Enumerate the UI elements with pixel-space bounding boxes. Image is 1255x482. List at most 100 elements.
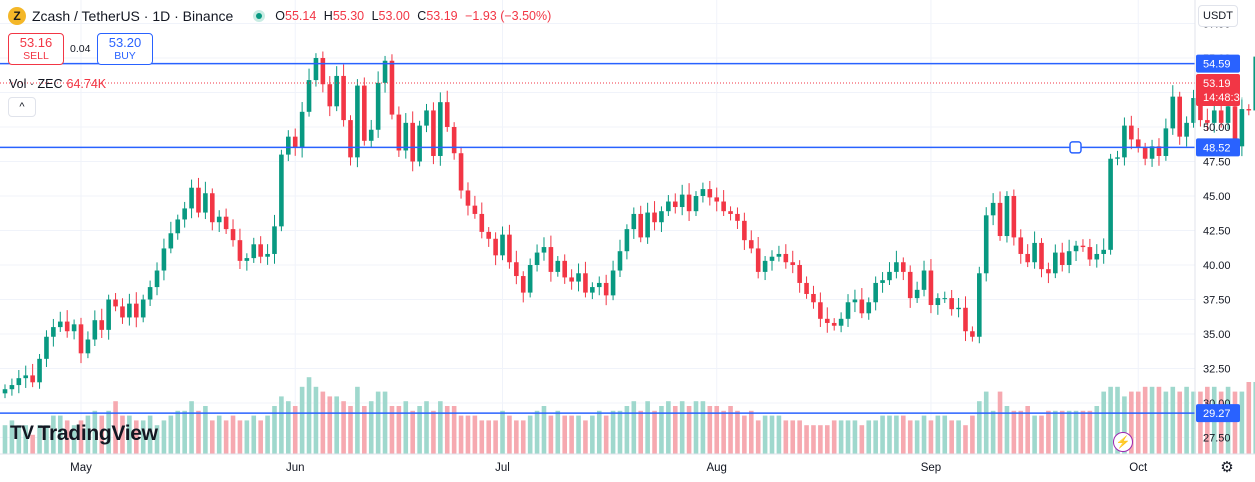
candle-body [1073, 245, 1079, 252]
candle-body [1177, 96, 1182, 137]
volume-bar [210, 420, 215, 454]
time-tick-label: Jul [495, 462, 510, 474]
volume-bar [859, 425, 865, 454]
candle-body [1094, 253, 1100, 260]
volume-bar [963, 425, 968, 454]
candle-body [396, 114, 402, 151]
symbol-legend: Z Zcash / TetherUS · 1D · Binance O55.14… [8, 7, 555, 25]
candle-body [362, 85, 367, 141]
volume-bar [755, 420, 761, 454]
volume-bar [1253, 382, 1255, 454]
candle-body [907, 271, 913, 299]
price-tick-label: 45.00 [1203, 191, 1231, 203]
price-tags: 54.59 48.52 29.27 53.19 14:48:34 [1196, 54, 1246, 423]
candle-body [942, 298, 948, 300]
volume-bar [514, 420, 519, 454]
buy-button[interactable]: 53.20 BUY [97, 33, 153, 65]
time-tick-label: May [70, 462, 92, 474]
candle-body [970, 331, 975, 337]
volume-bar [251, 415, 257, 454]
candle-body [216, 216, 222, 223]
candle-body [1115, 157, 1120, 159]
volume-bar [603, 415, 609, 454]
volume-bar [113, 401, 118, 454]
volume-bar [838, 420, 844, 454]
candle-body [189, 187, 194, 209]
candle-body [949, 298, 954, 310]
volume-bar [645, 401, 650, 454]
candle-body [175, 219, 181, 234]
volume-bar [894, 415, 899, 454]
candle-body [762, 260, 768, 272]
volume-bar [320, 391, 326, 454]
symbol-title[interactable]: Zcash / TetherUS · 1D · Binance [32, 8, 234, 24]
volume-bar [258, 420, 263, 454]
candle-body [935, 298, 941, 306]
sell-label: SELL [23, 50, 49, 62]
candle-body [133, 303, 139, 318]
candle-body [265, 253, 270, 257]
candle-body [1232, 106, 1238, 147]
candle-body [37, 358, 42, 383]
candle-body [85, 339, 91, 354]
candle-body [527, 265, 533, 293]
candle-body [348, 120, 353, 158]
candle-body [389, 60, 395, 115]
last-price-label: 53.19 [1203, 78, 1231, 90]
zcash-logo-icon: Z [8, 7, 26, 25]
tradingview-logo[interactable]: TV TradingView [10, 422, 158, 446]
candle-body [1122, 125, 1127, 158]
volume-bar [265, 415, 270, 454]
flash-icon[interactable]: ⚡ [1113, 432, 1133, 452]
volume-bar [244, 420, 250, 454]
line-drag-handle[interactable] [1069, 141, 1082, 154]
volume-bar [638, 410, 644, 454]
candle-body [576, 273, 581, 282]
volume-bar [824, 425, 830, 454]
candle-body [707, 189, 713, 198]
volume-bar [624, 406, 630, 454]
volume-bar [783, 420, 789, 454]
candle-body [514, 262, 519, 277]
grid-lines [0, 0, 1195, 454]
volume-bar [334, 396, 339, 454]
sell-button[interactable]: 53.16 SELL [8, 33, 64, 65]
candle-body [431, 110, 436, 156]
candle-body [735, 213, 740, 221]
currency-selector[interactable]: USDT [1198, 5, 1238, 27]
candle-body [458, 153, 464, 191]
time-axis[interactable]: May Jun Jul Aug Sep Oct [70, 462, 1148, 474]
candle-body [887, 271, 892, 281]
volume-bar [189, 401, 194, 454]
volume-bar [78, 420, 84, 454]
volume-bar [901, 415, 906, 454]
volume-bar [1011, 410, 1017, 454]
volume-bar [1073, 410, 1079, 454]
candle-body [1018, 237, 1024, 254]
horizontal-lines[interactable] [0, 62, 1195, 414]
candle-body [327, 84, 333, 107]
candle-body [590, 287, 595, 293]
candle-body [223, 216, 229, 230]
price-tick-label: 42.50 [1203, 226, 1231, 238]
volume-bar [493, 420, 498, 454]
volume-bar [140, 420, 146, 454]
volume-bar [1163, 391, 1169, 454]
candle-body [852, 299, 858, 303]
volume-bar [403, 401, 409, 454]
volume-bar [1018, 410, 1024, 454]
candle-body [127, 303, 132, 318]
candle-body [714, 197, 720, 202]
candle-body [78, 324, 84, 354]
low-value: 53.00 [378, 9, 410, 23]
candle-body [382, 60, 388, 83]
candle-body [113, 299, 118, 307]
volume-bar [417, 406, 422, 454]
candle-body [1087, 247, 1093, 260]
collapse-legend-button[interactable]: ^ [8, 97, 36, 117]
volume-bar [1032, 415, 1037, 454]
gear-icon[interactable]: ⚙ [1220, 459, 1234, 476]
volume-bar [168, 415, 174, 454]
candle-body [410, 122, 415, 162]
